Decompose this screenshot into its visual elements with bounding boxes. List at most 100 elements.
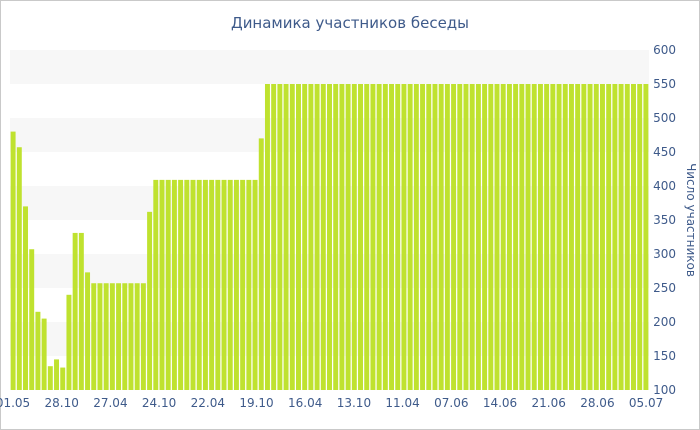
bar (41, 318, 47, 390)
bar (10, 131, 16, 390)
bar (196, 179, 202, 390)
bar (463, 84, 469, 390)
bar (556, 84, 562, 390)
bar (413, 84, 419, 390)
bar (178, 179, 184, 390)
bar (308, 84, 314, 390)
bar (128, 283, 134, 390)
y-tick-label: 150 (653, 349, 676, 363)
bar (147, 211, 153, 390)
bars (10, 84, 649, 390)
y-tick-label: 400 (653, 179, 676, 193)
bar (23, 206, 28, 390)
bar (258, 138, 264, 390)
y-tick-label: 250 (653, 281, 676, 295)
bar (221, 179, 227, 390)
bar (103, 283, 109, 390)
x-tick-label: 13.10 (337, 396, 371, 410)
x-tick-label: 22.04 (191, 396, 225, 410)
bar (202, 179, 208, 390)
bar (587, 84, 593, 390)
bar (227, 179, 233, 390)
grid-band (10, 50, 649, 84)
bar (339, 84, 345, 390)
bar (327, 84, 332, 390)
bar (500, 84, 506, 390)
x-tick-label: 05.07 (629, 396, 663, 410)
bar (482, 84, 488, 390)
bar (426, 84, 432, 390)
bar (209, 179, 215, 390)
y-axis-label: Число участников (684, 163, 698, 277)
x-tick-label: 14.06 (483, 396, 517, 410)
bar (562, 84, 568, 390)
bar (612, 84, 618, 390)
bar (544, 84, 550, 390)
bar (134, 283, 140, 390)
bar (525, 84, 531, 390)
x-tick-label: 27.04 (93, 396, 127, 410)
bar (488, 84, 494, 390)
bar (618, 84, 624, 390)
y-tick-label: 500 (653, 111, 676, 125)
y-tick-label: 600 (653, 43, 676, 57)
bar (302, 84, 308, 390)
bar (382, 84, 388, 390)
bar (66, 294, 72, 390)
bar (537, 84, 543, 390)
y-tick-label: 450 (653, 145, 676, 159)
bar (550, 84, 556, 390)
bar (370, 84, 376, 390)
bar (271, 84, 277, 390)
x-tick-label: 19.10 (239, 396, 273, 410)
bar (420, 84, 426, 390)
bar (506, 84, 512, 390)
bar (233, 179, 239, 390)
y-tick-label: 550 (653, 77, 676, 91)
bar (364, 84, 370, 390)
bar (631, 84, 636, 390)
bar (457, 84, 463, 390)
bar (432, 84, 438, 390)
bar (444, 84, 450, 390)
bar (395, 84, 401, 390)
bar (494, 84, 500, 390)
bar (376, 84, 382, 390)
x-tick-label: 28.10 (45, 396, 79, 410)
y-tick-label: 350 (653, 213, 676, 227)
x-tick-label: 24.10 (142, 396, 176, 410)
bar (91, 283, 97, 390)
bar (109, 283, 115, 390)
y-tick-label: 200 (653, 315, 676, 329)
chart-title: Динамика участников беседы (231, 14, 469, 32)
bar (296, 84, 301, 390)
bar (389, 84, 395, 390)
bar (122, 283, 128, 390)
bar (184, 179, 190, 390)
bar (97, 283, 103, 390)
bar (401, 84, 407, 390)
bar (171, 179, 177, 390)
x-tick-label: 07.06 (434, 396, 468, 410)
bar (407, 84, 413, 390)
bar (29, 249, 35, 390)
bar (264, 84, 270, 390)
y-tick-label: 100 (653, 383, 676, 397)
bar (35, 311, 41, 390)
bar (54, 359, 60, 390)
bar (451, 84, 457, 390)
x-tick-label: 11.04 (385, 396, 419, 410)
bar (513, 84, 519, 390)
x-tick-label: 28.06 (580, 396, 614, 410)
bar (16, 147, 22, 390)
bar (283, 84, 289, 390)
bar (643, 84, 649, 390)
bar (531, 84, 537, 390)
bar (438, 84, 444, 390)
bar (568, 84, 574, 390)
bar (519, 84, 525, 390)
bar (314, 84, 320, 390)
x-tick-labels: 01.05 28.10 27.04 24.10 22.04 19.10 16.04 13.10… (0, 396, 663, 410)
x-tick-label: 21.06 (532, 396, 566, 410)
